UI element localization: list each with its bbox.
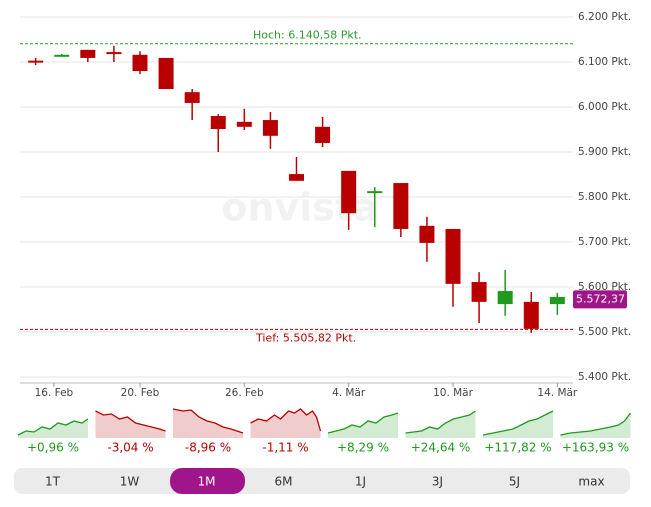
y-tick-label: 6.200 Pkt. bbox=[578, 11, 631, 23]
sparkline-area bbox=[250, 409, 321, 438]
tab[interactable]: 1W bbox=[120, 475, 140, 489]
performance-tile[interactable]: +117,82 % bbox=[482, 410, 554, 455]
y-tick-label: 5.600 Pkt. bbox=[578, 281, 631, 293]
performance-tile[interactable]: -3,04 % bbox=[95, 410, 166, 455]
candle-body bbox=[367, 191, 383, 194]
x-tick-label: 10. Mär bbox=[433, 387, 474, 399]
performance-tile[interactable]: +8,29 % bbox=[327, 412, 399, 455]
candle-body bbox=[184, 92, 200, 103]
sparkline bbox=[482, 410, 554, 436]
sparkline-area bbox=[173, 409, 243, 438]
sparkline bbox=[95, 410, 166, 432]
tab[interactable]: 1J bbox=[355, 475, 366, 489]
performance-label: -8,96 % bbox=[185, 441, 231, 455]
tab[interactable]: max bbox=[578, 475, 604, 489]
performance-tile[interactable]: -8,96 % bbox=[172, 408, 244, 455]
candle-body bbox=[497, 291, 513, 305]
candle-body bbox=[106, 52, 122, 55]
y-tick-label: 6.100 Pkt. bbox=[578, 56, 631, 68]
sparkline bbox=[405, 410, 476, 434]
y-tick-label: 5.800 Pkt. bbox=[578, 191, 631, 203]
performance-tile[interactable]: +24,64 % bbox=[405, 410, 476, 455]
performance-label: +8,29 % bbox=[337, 441, 389, 455]
candle-body bbox=[210, 116, 226, 130]
y-tick-label: 5.900 Pkt. bbox=[578, 146, 631, 158]
tab[interactable]: 3J bbox=[432, 475, 443, 489]
candle-body bbox=[393, 183, 409, 229]
x-tick-label: 26. Feb bbox=[225, 387, 264, 399]
x-tick-label: 14. Mär bbox=[537, 387, 578, 399]
tab-active[interactable] bbox=[170, 468, 245, 494]
performance-label: +117,82 % bbox=[484, 441, 551, 455]
performance-label: +0,96 % bbox=[27, 441, 79, 455]
candle-body bbox=[549, 296, 565, 305]
sparkline-area bbox=[95, 411, 166, 438]
performance-label: +24,64 % bbox=[411, 441, 471, 455]
last-price-label: 5.572,37 bbox=[576, 292, 625, 305]
tab[interactable]: 6M bbox=[275, 475, 293, 489]
y-tick-label: 6.000 Pkt. bbox=[578, 101, 631, 113]
tab[interactable]: 5J bbox=[509, 475, 520, 489]
candle-body bbox=[28, 60, 44, 63]
sparkline bbox=[250, 408, 322, 432]
performance-tile[interactable]: -1,11 % bbox=[250, 408, 322, 455]
candle-body bbox=[341, 170, 357, 214]
x-tick-label: 4. Mär bbox=[332, 387, 366, 399]
sparkline-area bbox=[405, 411, 476, 438]
candle-body bbox=[158, 57, 174, 89]
performance-tile[interactable]: +163,93 % bbox=[560, 412, 632, 455]
candle-body bbox=[262, 120, 278, 136]
low-line-label: Tief: 5.505,82 Pkt. bbox=[255, 331, 356, 344]
candle-body bbox=[54, 54, 70, 57]
sparkline bbox=[327, 412, 399, 434]
tab[interactable]: 1T bbox=[45, 475, 61, 489]
sparkline-area bbox=[483, 411, 553, 438]
candle-body bbox=[132, 54, 148, 71]
high-line-label: Hoch: 6.140,58 Pkt. bbox=[253, 29, 362, 42]
sparkline bbox=[172, 408, 244, 434]
tab[interactable]: 1M bbox=[198, 475, 216, 489]
sparkline-area bbox=[560, 413, 631, 438]
candle-body bbox=[471, 282, 487, 302]
y-tick-label: 5.700 Pkt. bbox=[578, 236, 631, 248]
performance-tile[interactable]: +0,96 % bbox=[17, 418, 89, 455]
last-price-tag bbox=[573, 290, 627, 309]
x-tick-label: 20. Feb bbox=[121, 387, 160, 399]
candle-body bbox=[236, 121, 252, 127]
candle-body bbox=[445, 228, 461, 284]
tab-bar bbox=[14, 468, 630, 494]
sparkline bbox=[560, 412, 632, 436]
candle-body bbox=[80, 49, 96, 58]
performance-label: -1,11 % bbox=[262, 441, 308, 455]
candle-body bbox=[523, 301, 539, 329]
performance-label: +163,93 % bbox=[562, 441, 629, 455]
candle-body bbox=[289, 174, 304, 181]
performance-label: -3,04 % bbox=[107, 441, 153, 455]
candle-body bbox=[315, 126, 331, 143]
sparkline-area bbox=[18, 419, 88, 438]
candle-body bbox=[419, 225, 435, 243]
y-tick-label: 5.400 Pkt. bbox=[578, 371, 631, 383]
x-tick-label: 16. Feb bbox=[35, 387, 74, 399]
y-tick-label: 5.500 Pkt. bbox=[578, 326, 631, 338]
sparkline bbox=[17, 418, 89, 436]
